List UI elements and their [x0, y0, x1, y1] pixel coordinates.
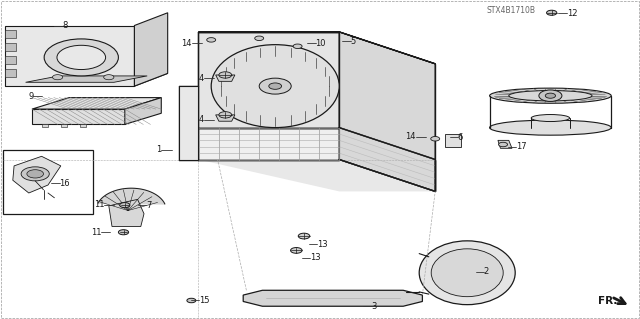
Ellipse shape	[509, 91, 592, 101]
Polygon shape	[98, 188, 165, 204]
Circle shape	[431, 137, 440, 141]
Text: 9: 9	[28, 92, 33, 101]
Polygon shape	[339, 32, 435, 191]
Text: 6: 6	[458, 133, 463, 142]
Circle shape	[207, 38, 216, 42]
Text: 14: 14	[406, 132, 416, 141]
Ellipse shape	[490, 120, 611, 135]
Circle shape	[291, 248, 302, 253]
Ellipse shape	[490, 88, 611, 103]
Circle shape	[539, 90, 562, 101]
Circle shape	[499, 142, 508, 147]
Polygon shape	[134, 13, 168, 86]
Ellipse shape	[419, 241, 515, 305]
Text: 10: 10	[316, 39, 326, 48]
Polygon shape	[179, 86, 198, 160]
Circle shape	[219, 112, 232, 118]
Circle shape	[57, 45, 106, 70]
Polygon shape	[216, 75, 235, 81]
Polygon shape	[125, 98, 161, 124]
Polygon shape	[5, 43, 16, 51]
Circle shape	[118, 230, 129, 235]
Circle shape	[187, 298, 196, 303]
Bar	[3, 150, 93, 214]
Circle shape	[44, 39, 118, 76]
Text: 11: 11	[94, 200, 104, 209]
Circle shape	[259, 78, 291, 94]
Ellipse shape	[211, 45, 339, 128]
Circle shape	[298, 233, 310, 239]
Polygon shape	[5, 30, 16, 38]
Polygon shape	[198, 128, 339, 160]
Text: 2: 2	[484, 267, 489, 276]
Text: 1: 1	[156, 145, 161, 154]
Text: FR.: FR.	[598, 296, 618, 307]
Circle shape	[21, 167, 49, 181]
Polygon shape	[5, 26, 134, 86]
Circle shape	[219, 72, 232, 78]
Ellipse shape	[431, 249, 503, 297]
Polygon shape	[339, 128, 435, 191]
Polygon shape	[5, 69, 16, 77]
Polygon shape	[198, 128, 435, 191]
Polygon shape	[5, 56, 16, 64]
Ellipse shape	[531, 115, 570, 122]
Circle shape	[52, 75, 63, 80]
Text: 15: 15	[199, 296, 209, 305]
Bar	[80, 124, 86, 127]
Circle shape	[27, 170, 44, 178]
Text: 4: 4	[198, 115, 204, 124]
Polygon shape	[198, 32, 339, 128]
Text: 5: 5	[351, 37, 356, 46]
Text: STX4B1710B: STX4B1710B	[486, 6, 536, 15]
Polygon shape	[445, 134, 461, 147]
Text: 13: 13	[317, 240, 328, 249]
Bar	[42, 124, 48, 127]
Circle shape	[120, 203, 130, 208]
Circle shape	[269, 83, 282, 89]
Text: 17: 17	[516, 142, 527, 151]
Circle shape	[293, 44, 302, 48]
Polygon shape	[13, 156, 61, 193]
Text: 4: 4	[198, 74, 204, 83]
Polygon shape	[26, 76, 147, 82]
Polygon shape	[216, 115, 235, 121]
Bar	[61, 124, 67, 127]
Polygon shape	[498, 140, 512, 148]
Circle shape	[104, 75, 114, 80]
Polygon shape	[5, 73, 168, 86]
Text: 8: 8	[63, 21, 68, 30]
Circle shape	[255, 36, 264, 41]
Polygon shape	[198, 32, 435, 64]
Polygon shape	[109, 199, 144, 226]
Text: 16: 16	[60, 179, 70, 188]
Text: 3: 3	[371, 302, 376, 311]
Text: 13: 13	[310, 253, 321, 262]
Text: 14: 14	[182, 39, 192, 48]
Circle shape	[545, 93, 556, 98]
Text: 11: 11	[91, 228, 101, 237]
Text: 12: 12	[567, 9, 577, 18]
Polygon shape	[243, 290, 422, 306]
Text: 7: 7	[146, 201, 151, 210]
Polygon shape	[32, 98, 161, 109]
Circle shape	[547, 10, 557, 15]
Polygon shape	[32, 109, 125, 124]
